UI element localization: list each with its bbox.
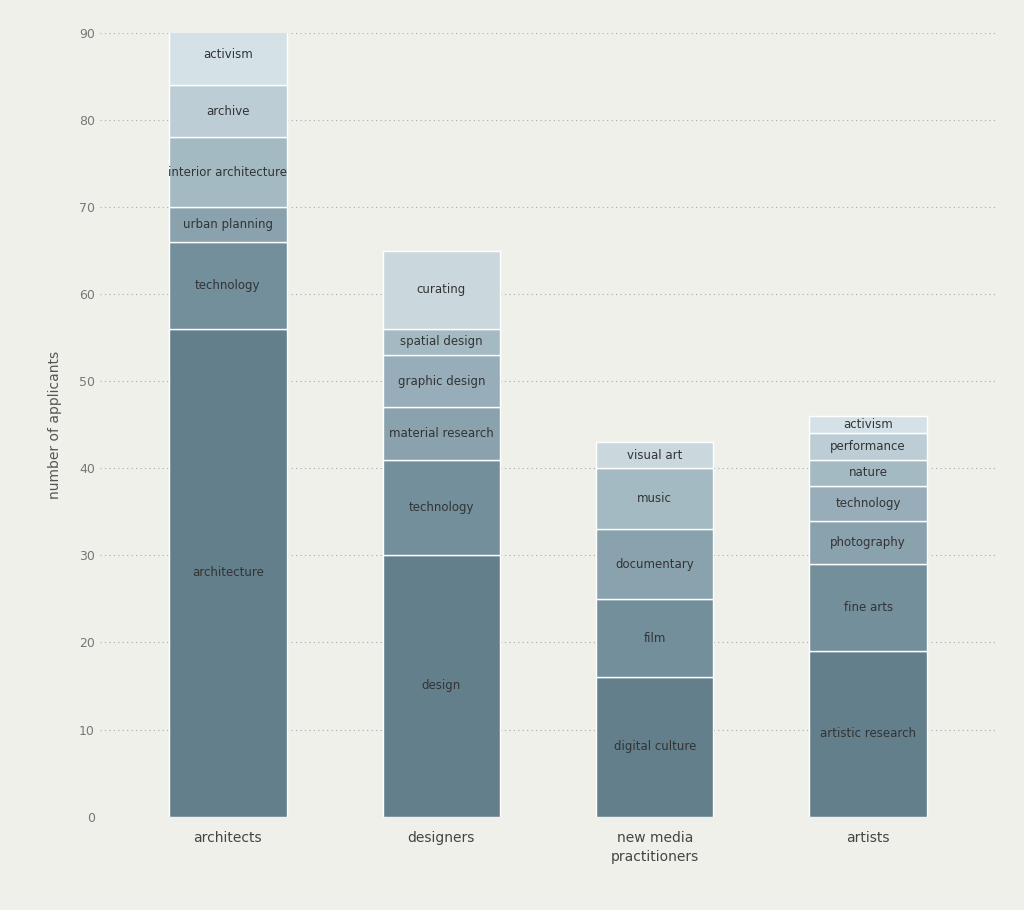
- Bar: [383, 408, 500, 460]
- Text: technology: technology: [196, 278, 260, 292]
- Text: archive: archive: [206, 105, 250, 117]
- Bar: [169, 24, 287, 85]
- Bar: [596, 442, 714, 469]
- Text: music: music: [637, 492, 672, 505]
- Bar: [169, 137, 287, 207]
- Text: material research: material research: [389, 427, 494, 440]
- Bar: [596, 530, 714, 599]
- Bar: [383, 555, 500, 816]
- Bar: [809, 433, 927, 460]
- Bar: [809, 521, 927, 564]
- Text: technology: technology: [409, 501, 474, 514]
- Bar: [169, 329, 287, 816]
- Text: nature: nature: [849, 466, 888, 479]
- Bar: [596, 677, 714, 816]
- Text: documentary: documentary: [615, 558, 694, 571]
- Bar: [596, 599, 714, 677]
- Text: activism: activism: [844, 419, 893, 431]
- Text: film: film: [643, 632, 666, 644]
- Text: technology: technology: [836, 497, 901, 510]
- Text: photography: photography: [830, 536, 906, 549]
- Bar: [809, 652, 927, 816]
- Text: fine arts: fine arts: [844, 602, 893, 614]
- Bar: [596, 469, 714, 530]
- Text: activism: activism: [203, 48, 253, 61]
- Text: interior architecture: interior architecture: [168, 166, 288, 178]
- Bar: [809, 486, 927, 521]
- Text: spatial design: spatial design: [400, 336, 482, 349]
- Text: urban planning: urban planning: [183, 217, 272, 231]
- Text: architecture: architecture: [191, 566, 264, 580]
- Text: graphic design: graphic design: [397, 375, 485, 388]
- Text: curating: curating: [417, 283, 466, 297]
- Text: visual art: visual art: [627, 449, 682, 461]
- Bar: [809, 416, 927, 433]
- Bar: [383, 250, 500, 329]
- Bar: [383, 460, 500, 555]
- Text: design: design: [422, 680, 461, 693]
- Text: digital culture: digital culture: [613, 741, 696, 753]
- Bar: [169, 85, 287, 137]
- Bar: [809, 460, 927, 486]
- Bar: [383, 355, 500, 408]
- Y-axis label: number of applicants: number of applicants: [48, 350, 62, 499]
- Text: artistic research: artistic research: [820, 727, 916, 741]
- Text: performance: performance: [830, 440, 906, 453]
- Bar: [169, 242, 287, 329]
- Bar: [809, 564, 927, 652]
- Bar: [169, 207, 287, 242]
- Bar: [383, 329, 500, 355]
